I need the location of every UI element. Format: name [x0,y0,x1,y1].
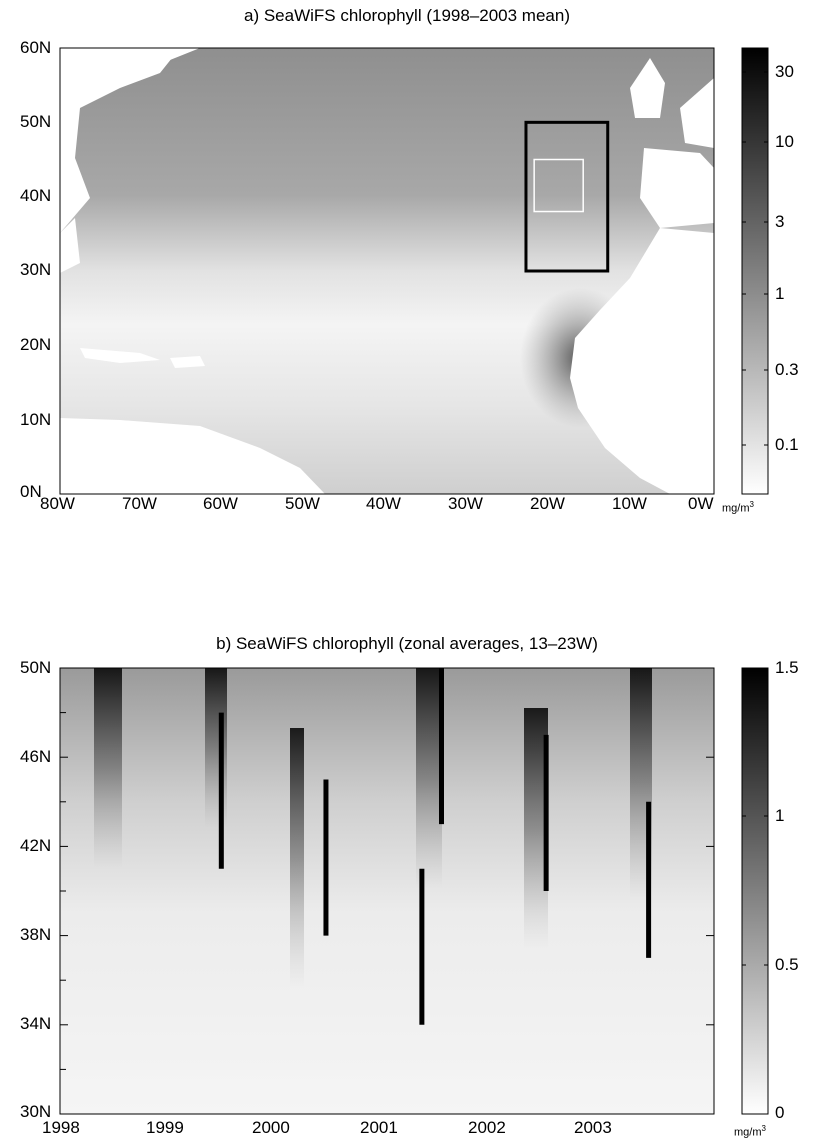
florida-land [60,218,80,273]
panel-b-xtick-0: 1998 [42,1118,80,1137]
panel-a-cbtick-3: 1 [775,284,785,303]
panel-b-xtick-2: 2000 [252,1118,290,1137]
panel-b-xtick-3: 2001 [360,1118,398,1137]
panel-b-xtick-1: 1999 [146,1118,184,1137]
south-america-land [60,418,325,494]
panel-b-tick-marks [60,712,714,1070]
africa-land [570,228,714,494]
panel-a-ytick-5: 10N [20,410,52,429]
british-isles-land [630,58,665,118]
panel-a-map [59,47,715,495]
panel-b-ytick-5: 30N [20,1102,52,1121]
panel-b-cbtick-1: 1 [775,806,785,825]
panel-a-ytick-0: 60N [20,38,52,57]
panel-a-xtick-5: 30W [448,494,483,513]
panel-b-cbtick-2: 0.5 [775,955,799,974]
panel-a-colorbar-unit: mg/m3 [722,500,754,515]
europe-land [680,78,714,148]
panel-a-ytick-4: 20N [20,335,52,354]
panel-a-xtick-8: 0W [688,494,714,513]
land-masses [60,48,714,494]
panel-a-title: a) SeaWiFS chlorophyll (1998–2003 mean) [243,6,570,25]
panel-a-ytick-1: 50N [20,112,52,131]
panel-a-cbtick-4: 0.3 [775,360,799,379]
panel-b-cbtick-3: 0 [775,1103,785,1122]
panel-a-ytick-3: 30N [20,260,52,279]
panel-a-xtick-3: 50W [285,494,320,513]
study-region-box [524,120,610,273]
cuba-land [80,348,160,363]
panel-b-cbtick-0: 1.5 [775,658,799,677]
zonal-average-field [60,668,714,1114]
greenland-land [135,48,200,60]
hispaniola-land [170,356,205,368]
panel-b-ytick-2: 42N [20,836,52,855]
iberia-land [640,148,714,228]
panel-a-colorbar [741,47,769,495]
panel-b-title: b) SeaWiFS chlorophyll (zonal averages, … [216,634,598,653]
panel-a-xtick-0: 80W [40,494,75,513]
panel-a-cbtick-1: 10 [775,132,794,151]
panel-a-xtick-7: 10W [612,494,647,513]
panel-a-cbtick-5: 0.1 [775,435,799,454]
panel-b-xtick-5: 2003 [574,1118,612,1137]
panel-a-ytick-2: 40N [20,186,52,205]
panel-a-xtick-4: 40W [366,494,401,513]
panel-b-xtick-4: 2002 [468,1118,506,1137]
north-america-land [60,48,180,233]
panel-b-colorbar-unit: mg/m3 [734,1124,766,1139]
panel-b-hovmoller [59,667,715,1115]
panel-b-ytick-3: 38N [20,925,52,944]
panel-a-xtick-1: 70W [122,494,157,513]
panel-a-ytick-6: 0N [20,482,42,501]
panel-b-ytick-0: 50N [20,658,52,677]
panel-a-cbtick-0: 30 [775,62,794,81]
bloom-front-lines [218,668,652,1025]
subregion-box [533,158,584,213]
panel-b-ytick-1: 46N [20,747,52,766]
panel-a-xtick-6: 20W [530,494,565,513]
panel-b-colorbar [741,667,769,1115]
panel-b-ytick-4: 34N [20,1014,52,1033]
panel-a-cbtick-2: 3 [775,212,785,231]
panel-a-xtick-2: 60W [203,494,238,513]
